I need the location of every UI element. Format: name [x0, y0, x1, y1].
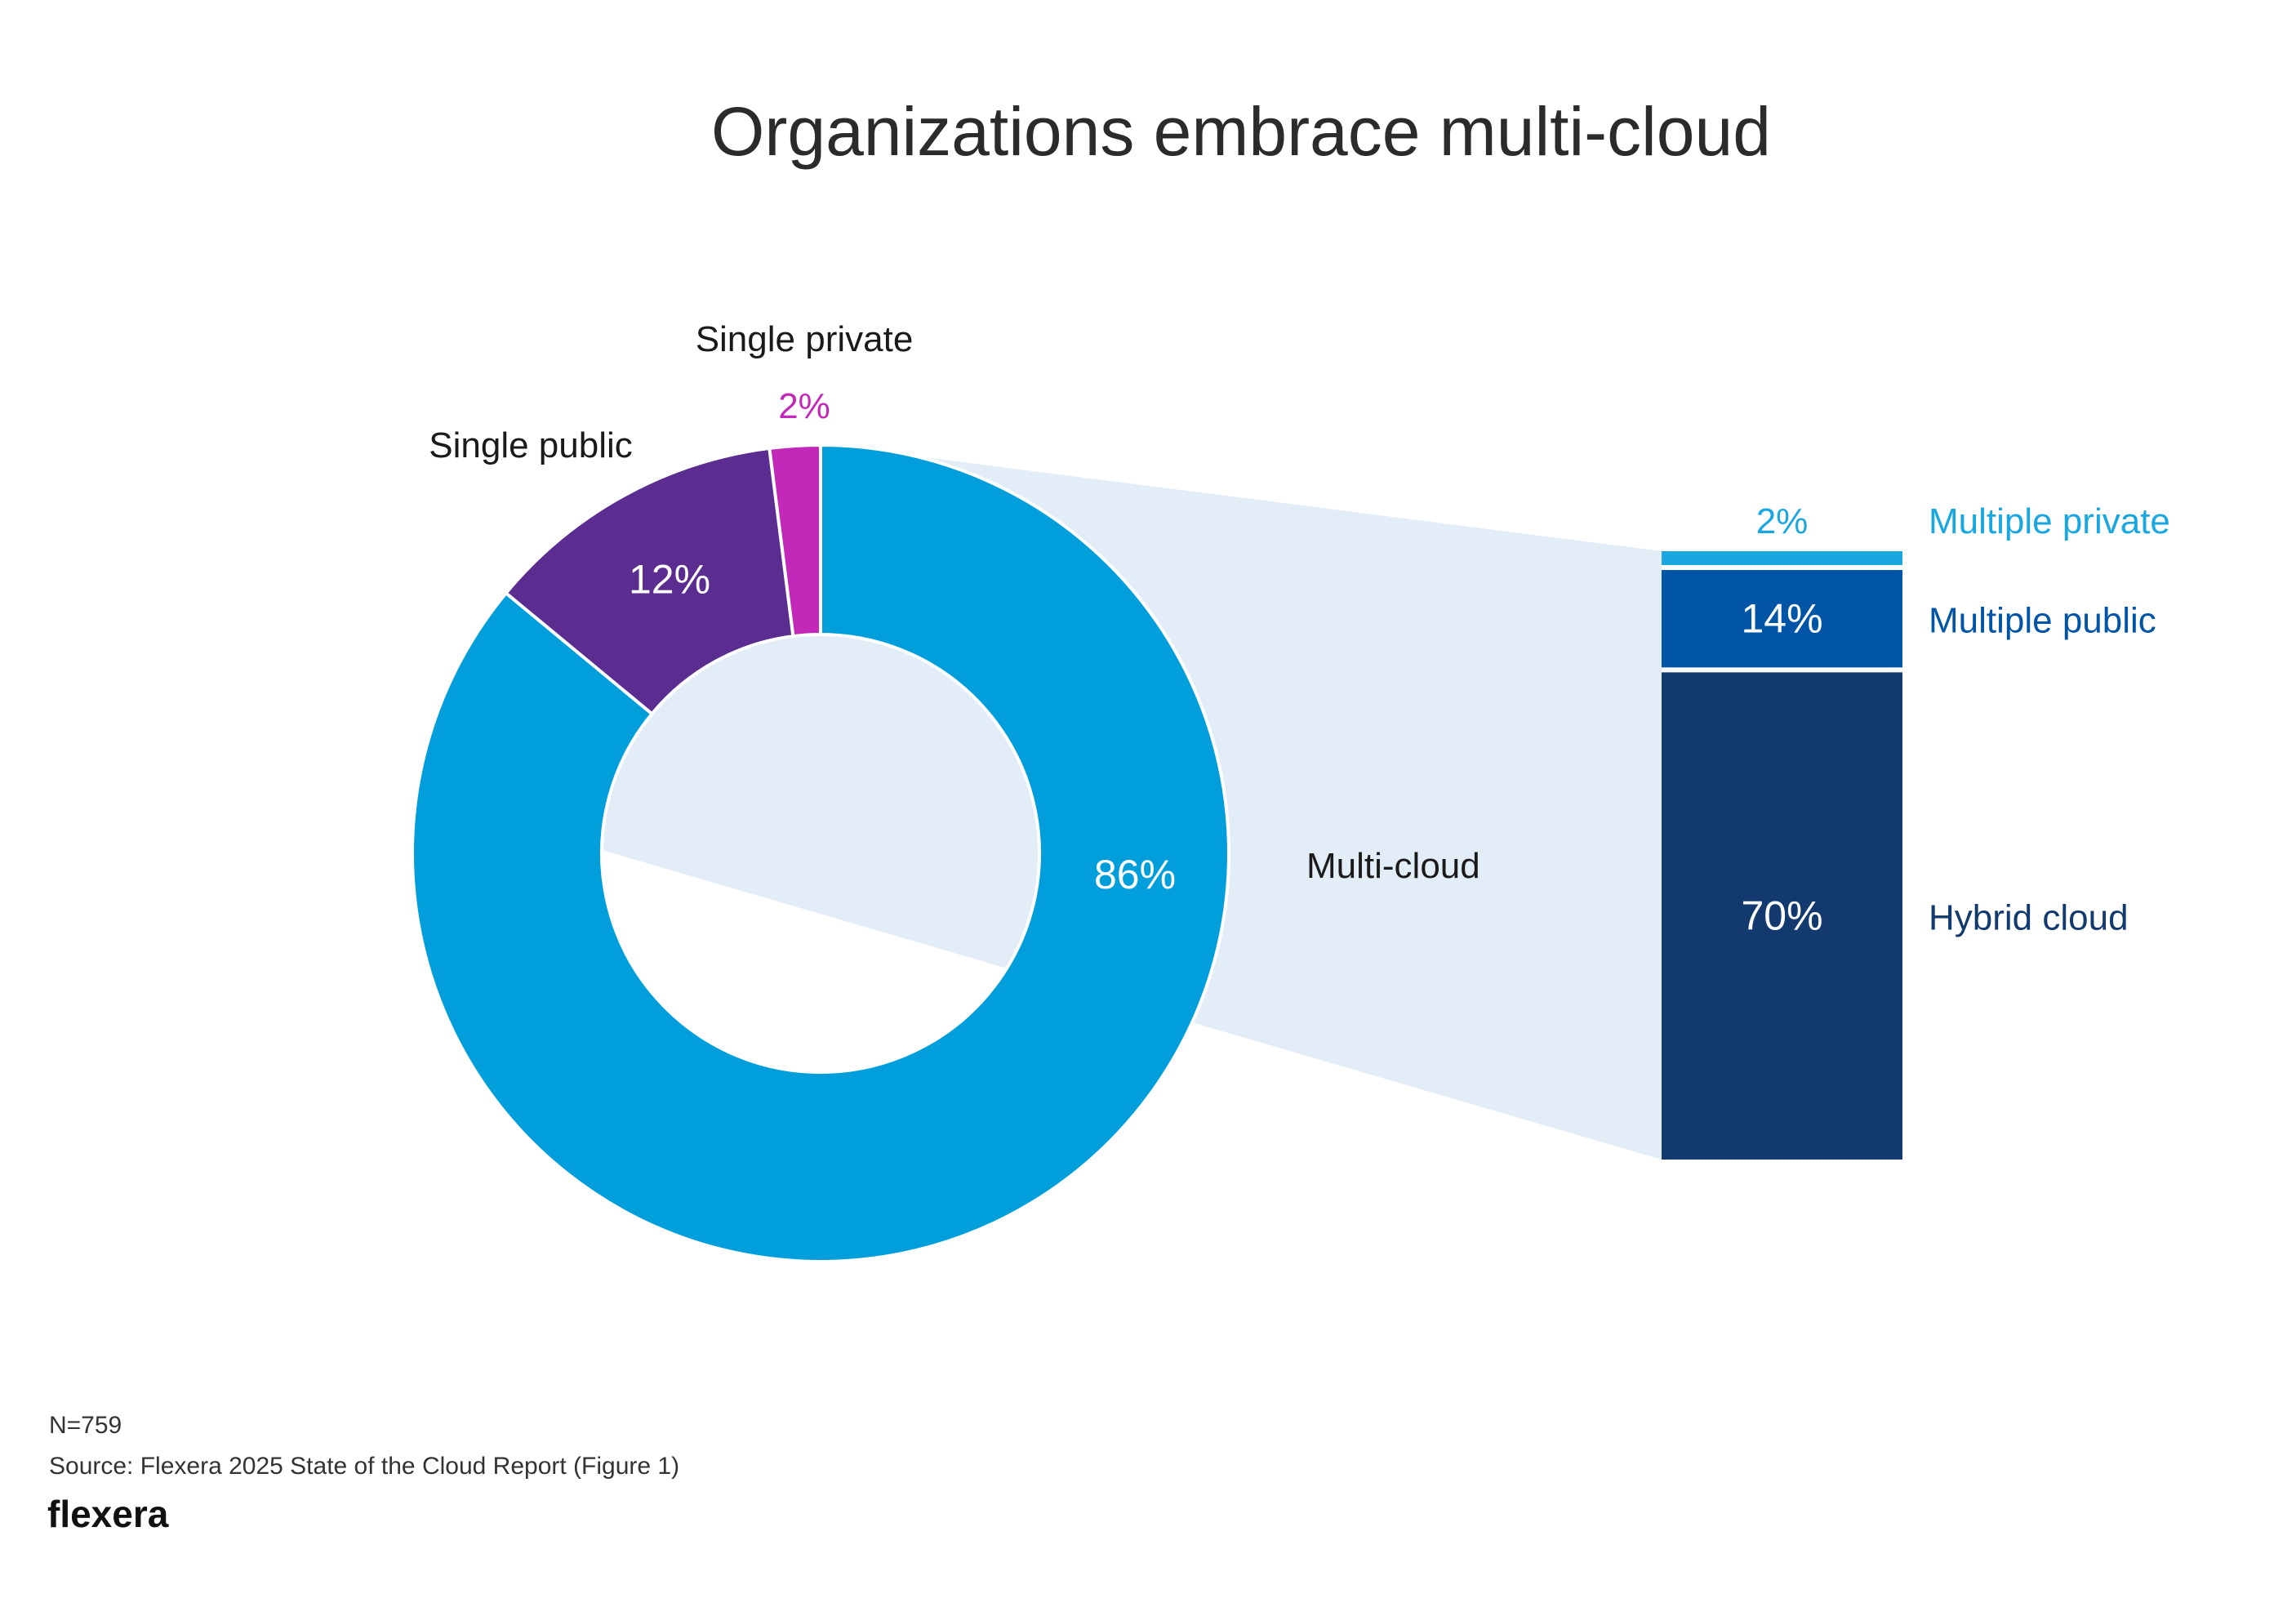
- sample-size-note: N=759: [49, 1412, 122, 1439]
- bar-value-label-hybrid-cloud: 70%: [1741, 893, 1822, 939]
- bar-value-label-multiple-private: 2%: [1756, 501, 1809, 541]
- donut-chart: [411, 443, 1230, 1263]
- bar-segment-multiple-public: [1662, 570, 1902, 668]
- stacked-bar: [1662, 551, 1902, 1160]
- donut-value-label-single-private: 2%: [778, 386, 830, 426]
- donut-value-label-multi-cloud: 86%: [1094, 852, 1176, 897]
- bar-series-label-multiple-private: Multiple private: [1929, 501, 2170, 541]
- donut-name-label-single-public: Single public: [429, 425, 633, 465]
- bar-value-label-multiple-public: 14%: [1741, 596, 1822, 642]
- bar-segment-multiple-private: [1662, 551, 1902, 566]
- stacked-bar-labels: 70% Hybrid cloud 14% Multiple public 2% Multi…: [1741, 501, 2169, 939]
- flexera-logo: flexera: [47, 1493, 169, 1535]
- donut-slice-multi-cloud: [411, 443, 1230, 1263]
- bar-series-label-hybrid-cloud: Hybrid cloud: [1929, 898, 2129, 938]
- donut-value-label-single-public: 12%: [629, 556, 710, 602]
- donut-slice-single-private: [768, 443, 822, 639]
- donut-name-label-multi-cloud: Multi-cloud: [1306, 846, 1480, 886]
- donut-labels: 86% Multi-cloud 12% Single public Single pri…: [429, 319, 1480, 897]
- donut-slice-single-public: [503, 446, 795, 716]
- source-note: Source: Flexera 2025 State of the Cloud …: [49, 1453, 679, 1480]
- chart-title: Organizations embrace multi-cloud: [711, 93, 1771, 170]
- donut-name-label-single-private: Single private: [696, 319, 914, 359]
- bar-series-label-multiple-public: Multiple public: [1929, 601, 2156, 641]
- bar-segment-hybrid-cloud: [1662, 672, 1902, 1160]
